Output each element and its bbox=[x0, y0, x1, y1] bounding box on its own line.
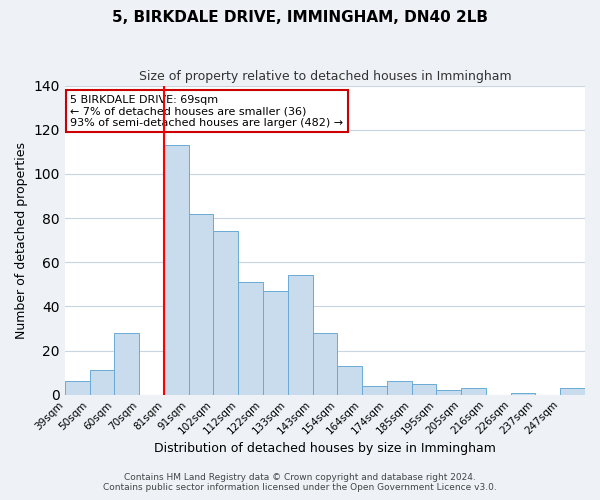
Bar bbox=[214, 232, 238, 394]
Bar bbox=[313, 333, 337, 394]
Bar bbox=[387, 382, 412, 394]
X-axis label: Distribution of detached houses by size in Immingham: Distribution of detached houses by size … bbox=[154, 442, 496, 455]
Text: 5 BIRKDALE DRIVE: 69sqm
← 7% of detached houses are smaller (36)
93% of semi-det: 5 BIRKDALE DRIVE: 69sqm ← 7% of detached… bbox=[70, 95, 343, 128]
Bar bbox=[511, 392, 535, 394]
Bar bbox=[461, 388, 486, 394]
Bar bbox=[188, 214, 214, 394]
Bar bbox=[412, 384, 436, 394]
Bar bbox=[560, 388, 585, 394]
Bar bbox=[288, 276, 313, 394]
Bar bbox=[436, 390, 461, 394]
Bar bbox=[238, 282, 263, 395]
Bar bbox=[65, 382, 89, 394]
Bar bbox=[337, 366, 362, 394]
Bar bbox=[115, 333, 139, 394]
Title: Size of property relative to detached houses in Immingham: Size of property relative to detached ho… bbox=[139, 70, 511, 83]
Text: Contains HM Land Registry data © Crown copyright and database right 2024.
Contai: Contains HM Land Registry data © Crown c… bbox=[103, 473, 497, 492]
Bar bbox=[89, 370, 115, 394]
Bar bbox=[263, 291, 288, 395]
Bar bbox=[164, 145, 188, 394]
Y-axis label: Number of detached properties: Number of detached properties bbox=[15, 142, 28, 338]
Text: 5, BIRKDALE DRIVE, IMMINGHAM, DN40 2LB: 5, BIRKDALE DRIVE, IMMINGHAM, DN40 2LB bbox=[112, 10, 488, 25]
Bar bbox=[362, 386, 387, 394]
